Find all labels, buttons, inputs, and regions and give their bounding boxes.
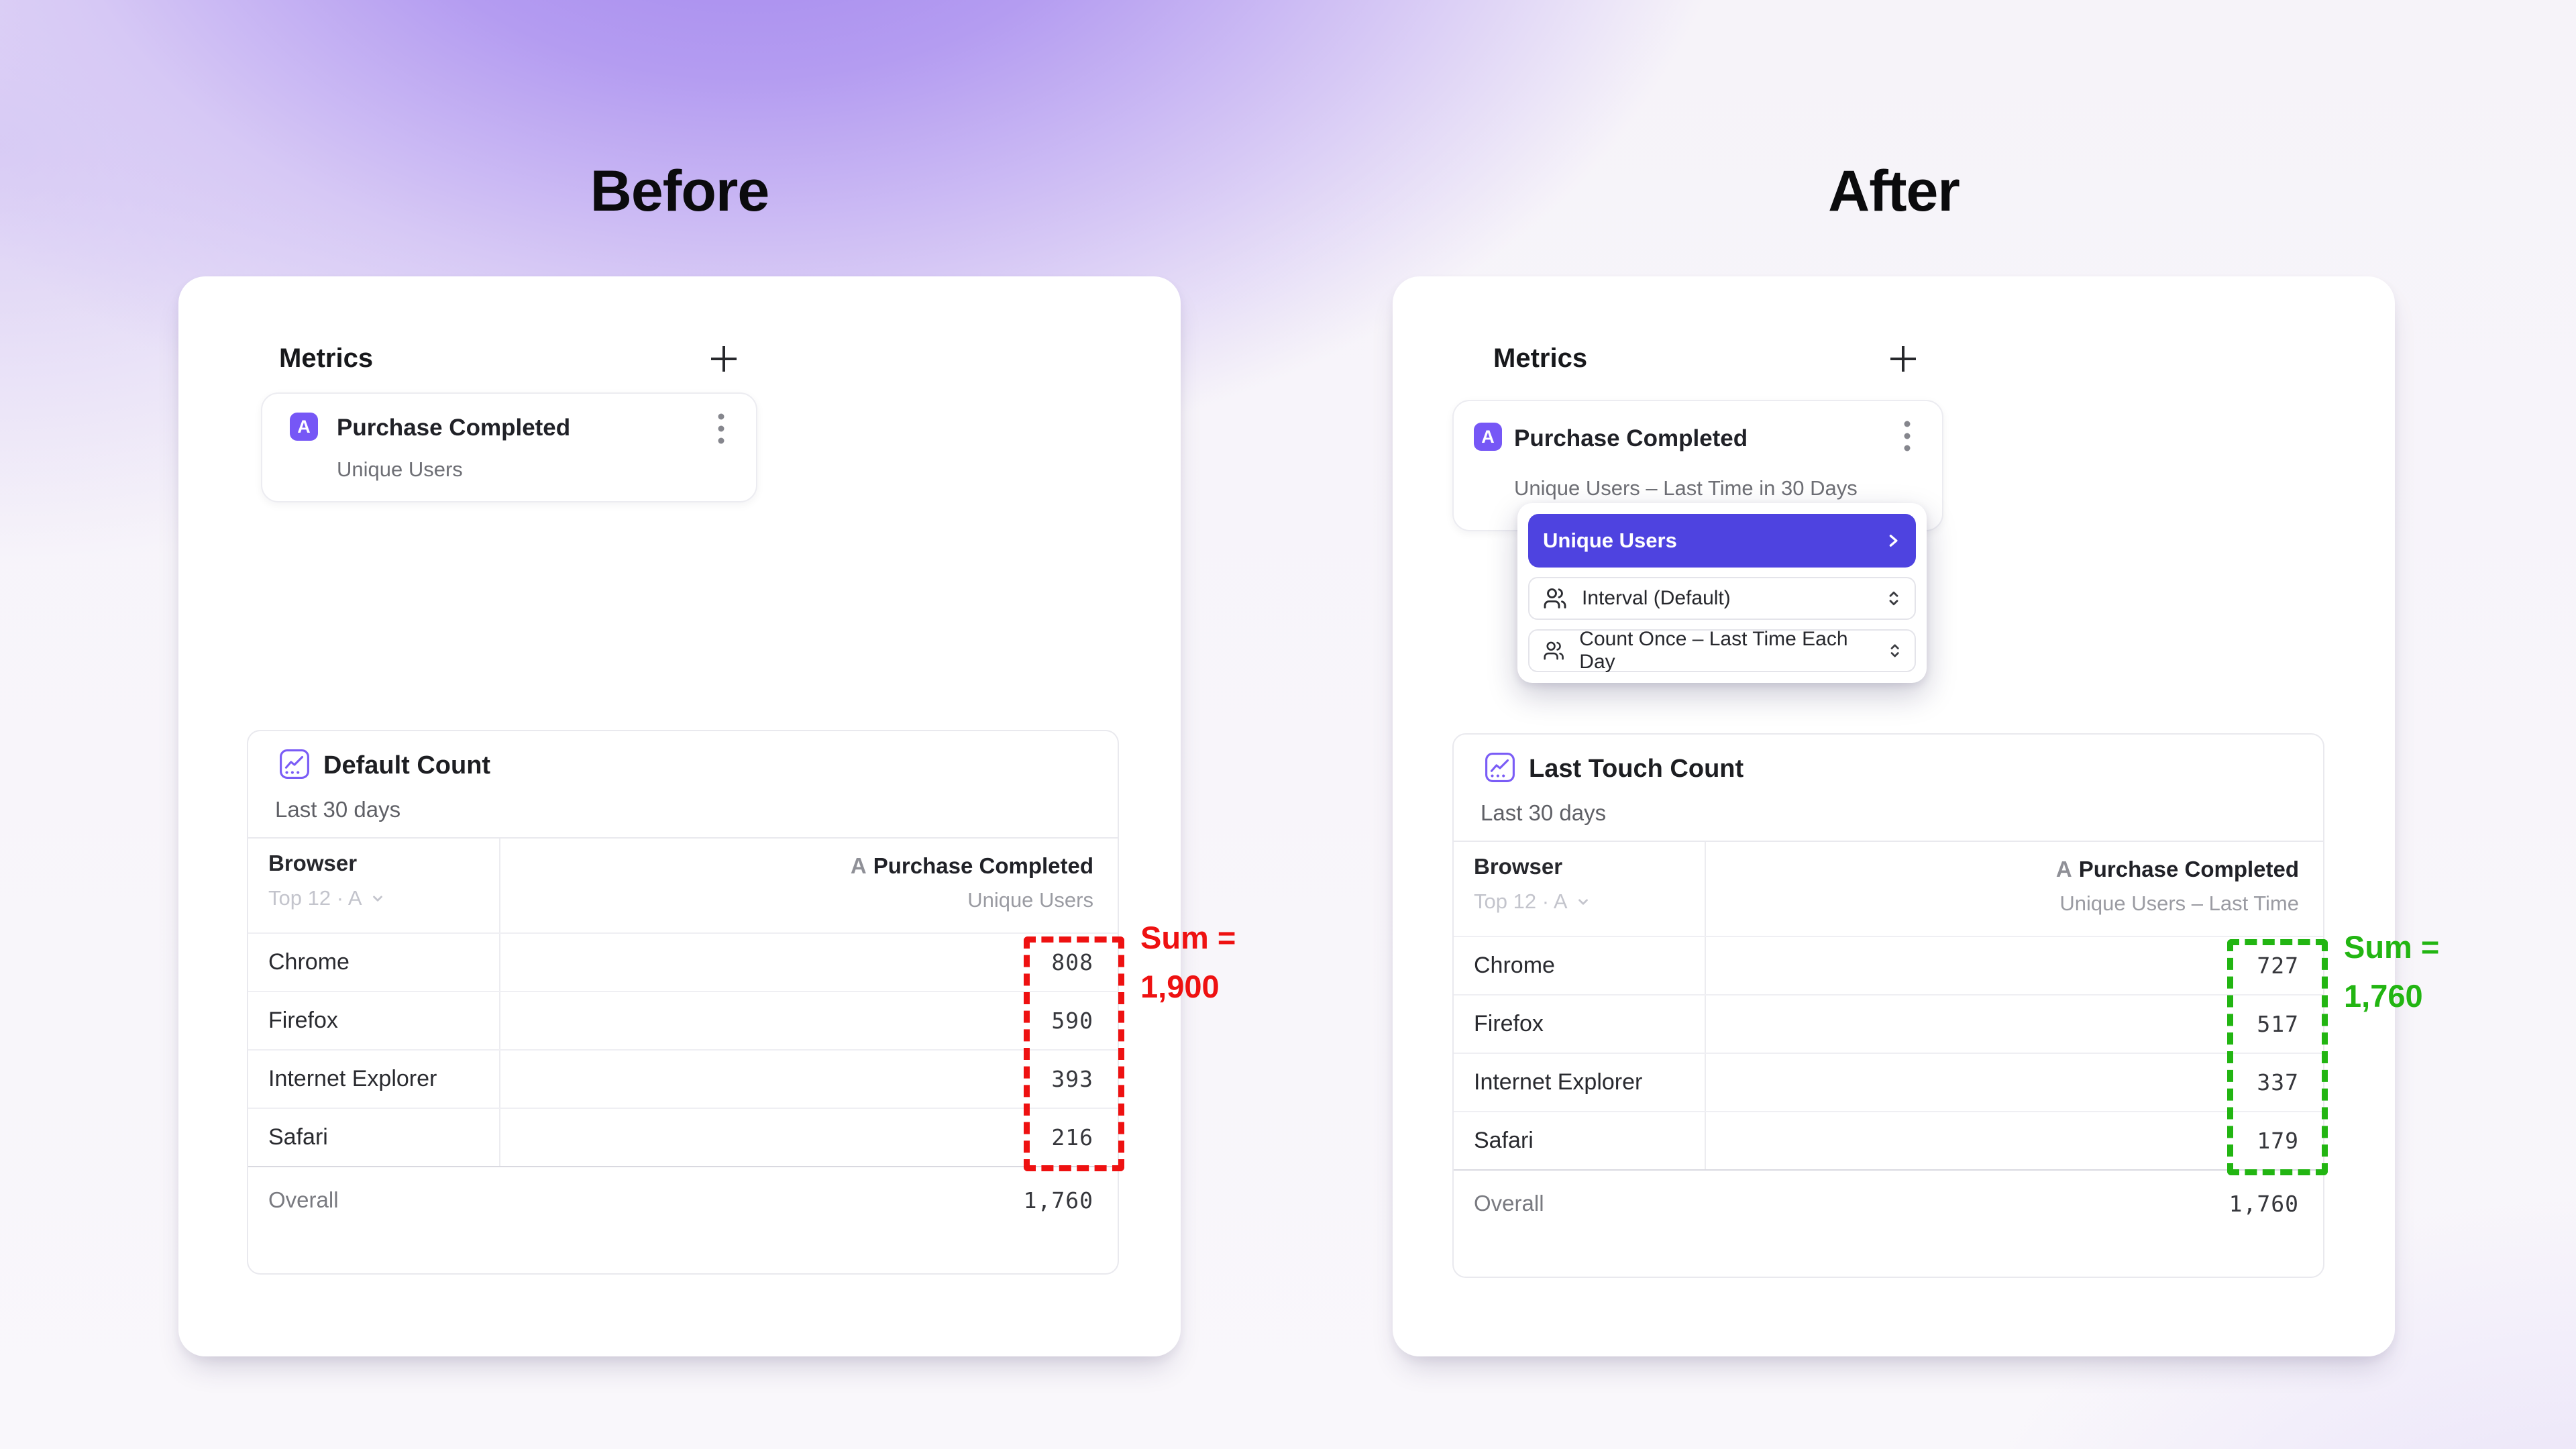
panel-date-range: Last 30 days — [275, 797, 401, 822]
add-metric-button[interactable] — [706, 341, 741, 376]
metric-column-badge: A — [2055, 857, 2072, 881]
panel-title: Default Count — [323, 751, 491, 780]
overall-value: 1,760 — [1023, 1187, 1093, 1214]
chevron-down-icon — [1578, 899, 1588, 905]
metric-title: Purchase Completed — [1514, 425, 1748, 451]
kebab-icon — [1904, 421, 1911, 451]
users-icon — [1544, 641, 1564, 660]
dropdown-option-unique-users[interactable]: Unique Users — [1528, 514, 1916, 568]
chevron-right-icon — [1889, 535, 1898, 547]
row-value: 179 — [1705, 1112, 2323, 1169]
dropdown-option-label: Count Once – Last Time Each Day — [1579, 628, 1848, 673]
browser-filter-dropdown[interactable]: Top 12 · A — [1474, 890, 1705, 914]
metric-card-purchase-completed[interactable]: A Purchase Completed Unique Users — [261, 392, 757, 502]
sum-line: Sum = — [2344, 929, 2440, 965]
table-header-row: Browser Top 12 · A A Purchase Completed U… — [248, 839, 1118, 932]
metric-subtitle: Unique Users — [337, 458, 463, 481]
dropdown-selected-label: Unique Users — [1543, 529, 1677, 552]
metric-a-badge: A — [290, 413, 318, 441]
browser-filter-dropdown[interactable]: Top 12 · A — [268, 886, 499, 910]
report-panel-last-touch-count: Last Touch Count Last 30 days Browser To… — [1452, 733, 2324, 1278]
highlight-box-before-values — [1024, 936, 1124, 1171]
before-card: Metrics A Purchase Completed Unique User… — [178, 276, 1181, 1356]
browser-filter-label: Top 12 · A — [268, 886, 362, 910]
overall-value: 1,760 — [2229, 1191, 2299, 1217]
highlight-box-after-values — [2227, 939, 2328, 1175]
metric-menu-button[interactable] — [706, 413, 736, 444]
panel-date-range: Last 30 days — [1481, 800, 1607, 825]
metric-column-header: A Purchase Completed — [850, 853, 1093, 878]
metric-subtitle: Unique Users – Last Time in 30 Days — [1514, 476, 1858, 500]
chart-icon — [280, 749, 309, 779]
dropdown-option-label: Interval (Default) — [1582, 587, 1731, 609]
row-value: 216 — [499, 1109, 1118, 1166]
report-panel-default-count: Default Count Last 30 days Browser Top 1… — [247, 730, 1119, 1275]
add-metric-button[interactable] — [1886, 341, 1921, 376]
metric-column-badge: A — [850, 853, 867, 878]
sum-annotation-after: Sum = 1,760 — [2344, 923, 2439, 1021]
row-label: Safari — [1474, 1128, 1534, 1153]
browser-column-header: Browser — [268, 851, 358, 875]
chevron-down-icon — [372, 896, 382, 902]
metric-column-subheader: Unique Users — [967, 888, 1093, 912]
metrics-section-label: Metrics — [1493, 343, 1588, 373]
plus-icon — [711, 346, 737, 372]
sum-annotation-before: Sum = 1,900 — [1140, 914, 1236, 1012]
table-header-row: Browser Top 12 · A A Purchase Completed U… — [1454, 842, 2323, 936]
table-row: Safari 216 — [248, 1108, 1118, 1166]
browser-filter-label: Top 12 · A — [1474, 890, 1568, 913]
table-row: Chrome 808 — [248, 932, 1118, 991]
users-icon — [1544, 588, 1566, 608]
row-value: 337 — [1705, 1054, 2323, 1111]
row-label: Chrome — [1474, 953, 1555, 978]
row-label: Internet Explorer — [268, 1066, 437, 1091]
overall-row: Overall 1,760 — [1454, 1169, 2323, 1285]
row-value: 517 — [1705, 996, 2323, 1053]
sum-total: 1,900 — [1140, 968, 1220, 1004]
metrics-section-label: Metrics — [279, 343, 374, 373]
panel-header: Last Touch Count Last 30 days — [1454, 735, 2323, 842]
table-row: Internet Explorer 393 — [248, 1049, 1118, 1108]
metric-menu-button[interactable] — [1892, 421, 1922, 451]
table-row: Firefox 517 — [1454, 994, 2323, 1053]
row-label: Firefox — [1474, 1011, 1544, 1036]
overall-row: Overall 1,760 — [248, 1166, 1118, 1281]
metric-a-badge: A — [1474, 423, 1502, 451]
row-value: 808 — [499, 934, 1118, 991]
plus-icon — [1890, 346, 1916, 372]
panel-header: Default Count Last 30 days — [248, 731, 1118, 839]
chart-icon — [1485, 753, 1515, 782]
chevron-up-down-icon — [1889, 591, 1898, 606]
sum-line: Sum = — [1140, 920, 1236, 955]
dropdown-option-count-once[interactable]: Count Once – Last Time Each Day — [1528, 628, 1916, 673]
overall-label: Overall — [268, 1187, 339, 1212]
overall-label: Overall — [1474, 1191, 1544, 1216]
table-row: Internet Explorer 337 — [1454, 1053, 2323, 1111]
table-row: Firefox 590 — [248, 991, 1118, 1049]
sum-total: 1,760 — [2344, 977, 2423, 1014]
after-title: After — [1828, 159, 1960, 223]
table-row: Chrome 727 — [1454, 936, 2323, 994]
before-title: Before — [590, 159, 769, 223]
dropdown-option-interval[interactable]: Interval (Default) — [1528, 577, 1916, 620]
browser-column-header: Browser — [1474, 854, 1563, 879]
kebab-icon — [718, 413, 724, 444]
panel-title: Last Touch Count — [1529, 755, 1744, 783]
chevron-up-down-icon — [1890, 644, 1899, 657]
row-value: 727 — [1705, 937, 2323, 994]
metric-column-header: A Purchase Completed — [2055, 857, 2299, 881]
row-label: Safari — [268, 1124, 328, 1150]
after-card: Metrics A Purchase Completed Unique User… — [1393, 276, 2395, 1356]
count-type-dropdown: Unique Users Interval (Default) — [1517, 503, 1927, 683]
table-row: Safari 179 — [1454, 1111, 2323, 1169]
row-label: Chrome — [268, 949, 350, 975]
metric-column-subheader: Unique Users – Last Time — [2059, 892, 2299, 915]
metric-title: Purchase Completed — [337, 415, 571, 441]
row-value: 590 — [499, 992, 1118, 1049]
row-label: Internet Explorer — [1474, 1069, 1643, 1095]
row-label: Firefox — [268, 1008, 338, 1033]
row-value: 393 — [499, 1051, 1118, 1108]
